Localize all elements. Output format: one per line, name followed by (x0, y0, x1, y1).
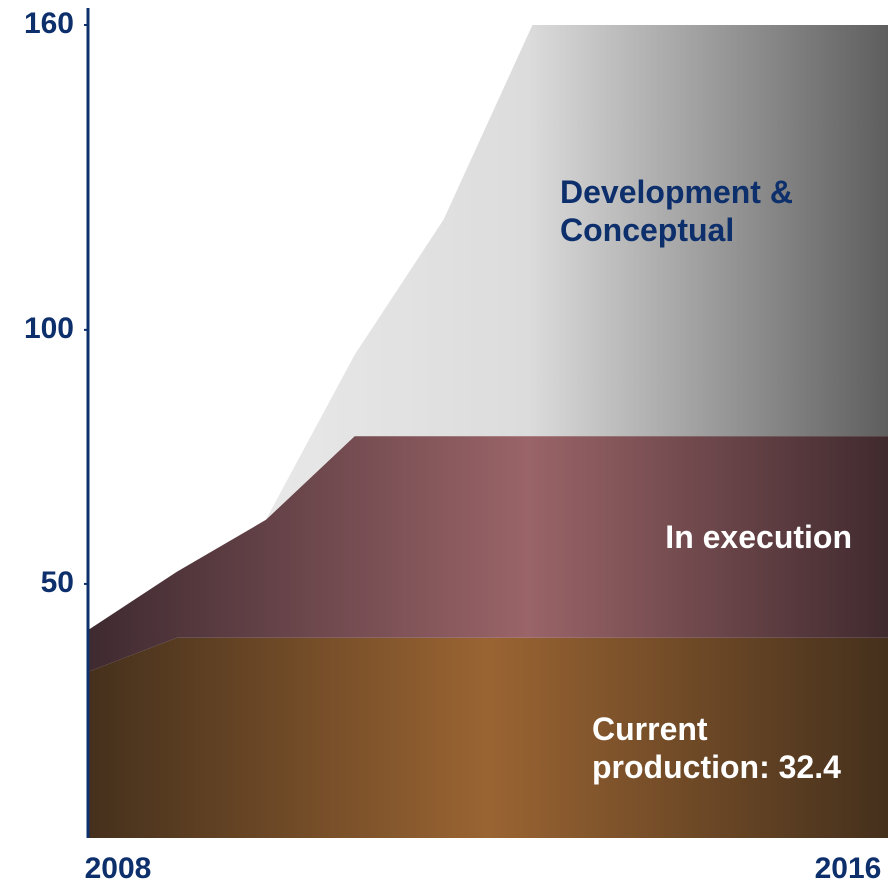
y-tick-label: 50 (41, 566, 74, 599)
area (88, 436, 888, 672)
series-label: Development & Conceptual (560, 173, 793, 248)
x-tick-label: 2008 (85, 852, 152, 885)
y-tick-label: 100 (24, 312, 74, 345)
series-label: Current production: 32.4 (592, 710, 841, 785)
x-tick-label: 2016 (815, 852, 882, 885)
series-label: In execution (665, 518, 852, 555)
y-tick-label: 160 (24, 7, 74, 40)
area (88, 637, 888, 838)
area (88, 25, 888, 631)
